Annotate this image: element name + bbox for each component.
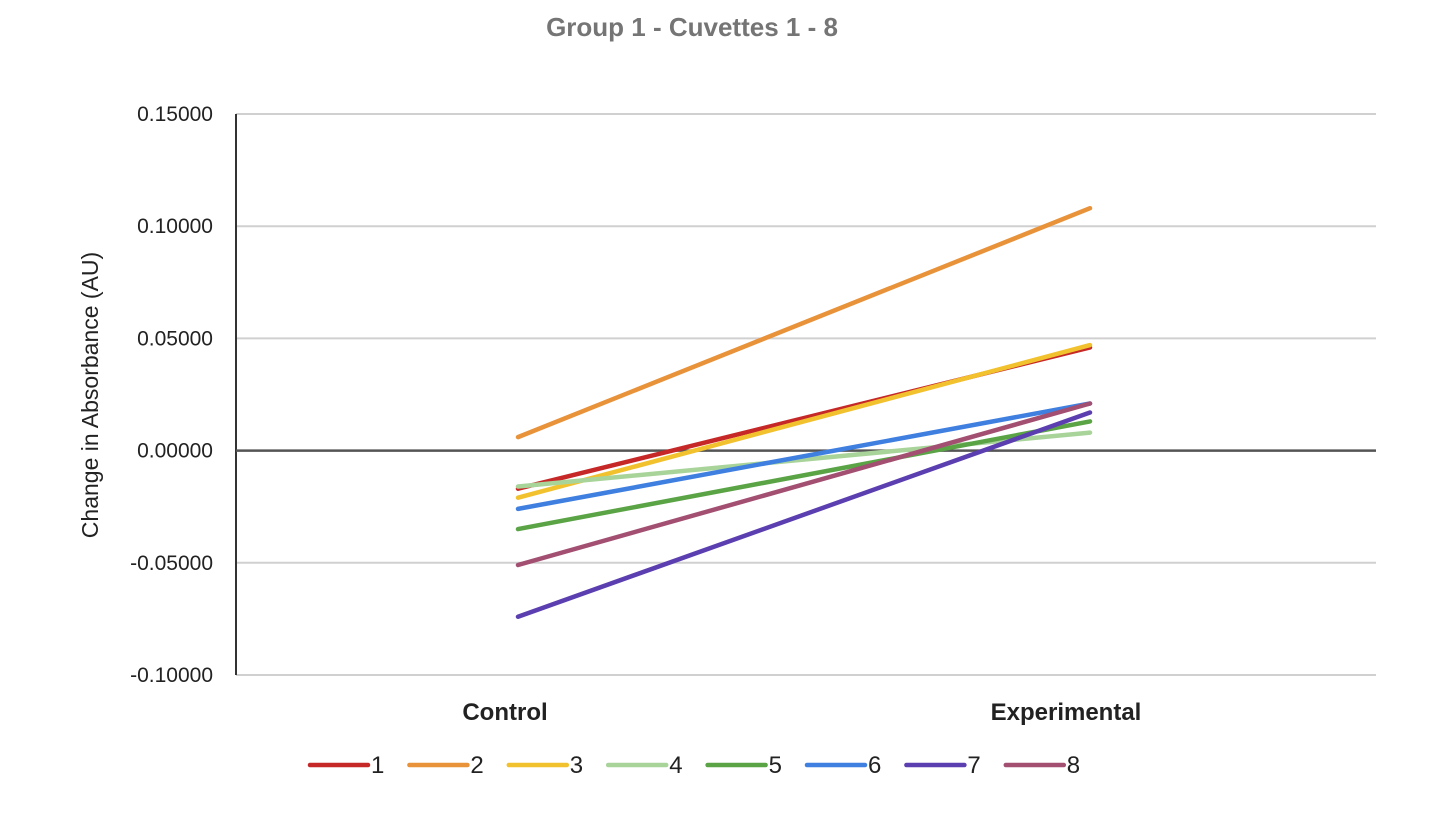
legend-label-1: 1: [371, 752, 384, 779]
series-line-6: [515, 401, 1093, 512]
y-axis-title: Change in Absorbance (AU): [77, 252, 103, 538]
y-tick-label: -0.10000: [130, 664, 213, 687]
gridlines: [236, 113, 1376, 676]
series-line-2: [515, 205, 1093, 440]
legend-label-2: 2: [470, 752, 483, 779]
y-tick-labels: 0.15000 0.10000 0.05000 0.00000 -0.05000 -0.1…: [130, 103, 213, 687]
y-tick-label: 0.15000: [137, 103, 213, 126]
legend-label-3: 3: [570, 752, 583, 779]
series-line-8: [515, 401, 1093, 568]
legend-label-4: 4: [669, 752, 682, 779]
series-line-3: [515, 342, 1093, 500]
x-tick-label: Control: [462, 699, 547, 726]
x-tick-label: Experimental: [991, 699, 1142, 726]
chart-title: Group 1 - Cuvettes 1 - 8: [546, 12, 838, 42]
legend-label-6: 6: [868, 752, 881, 779]
x-tick-labels: Control Experimental: [462, 699, 1141, 726]
y-tick-label: 0.10000: [137, 215, 213, 238]
y-tick-label: -0.05000: [130, 552, 213, 575]
legend-label-5: 5: [769, 752, 782, 779]
legend-label-7: 7: [967, 752, 980, 779]
y-tick-label: 0.00000: [137, 440, 213, 463]
legend: 1 2 3 4 5 6 7 8: [307, 752, 1080, 779]
series-lines: [515, 205, 1093, 619]
axes: [235, 114, 1376, 675]
series-line-7: [515, 410, 1093, 619]
series-line-4: [515, 430, 1093, 489]
legend-label-8: 8: [1067, 752, 1080, 779]
y-tick-label: 0.05000: [137, 327, 213, 350]
series-line-5: [515, 419, 1093, 532]
